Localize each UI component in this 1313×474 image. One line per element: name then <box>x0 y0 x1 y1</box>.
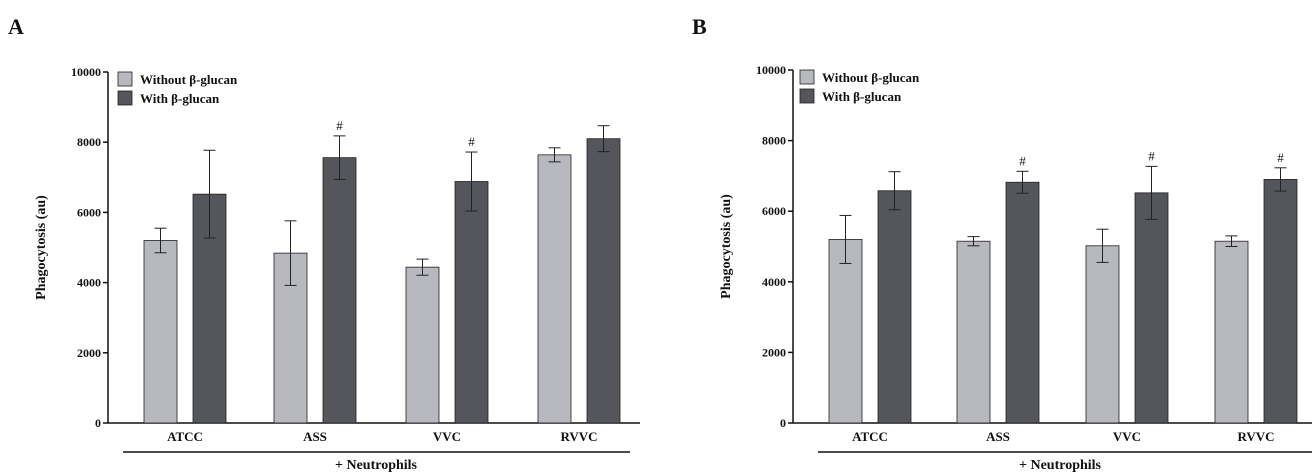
y-tick-label: 2000 <box>77 346 101 360</box>
bar-with-rvvc <box>586 138 621 424</box>
x-tick-label: VVC <box>1113 429 1141 444</box>
y-tick-label: 6000 <box>762 204 786 218</box>
y-tick-label: 8000 <box>762 134 786 148</box>
y-tick-label: 0 <box>780 416 786 430</box>
legend-swatch-with <box>799 88 815 104</box>
x-tick-label: ASS <box>986 429 1010 444</box>
bar-with-vvc <box>1134 192 1169 424</box>
group-label: + Neutrophils <box>335 458 418 473</box>
significance-mark: # <box>1148 148 1155 163</box>
x-tick-label: VVC <box>433 429 461 444</box>
bar-with-ass <box>322 157 357 424</box>
y-tick-label: 4000 <box>77 276 101 290</box>
significance-mark: # <box>336 118 343 133</box>
legend-label-with: With β-glucan <box>822 89 902 104</box>
y-tick-label: 2000 <box>762 345 786 359</box>
chart-panel-a: A 0 2000 4000 6000 8000 10000 Phagocytosis (au)… <box>8 14 640 473</box>
significance-mark: # <box>468 134 475 149</box>
bar-without-atcc <box>828 239 863 424</box>
x-tick-label: ATCC <box>167 429 203 444</box>
legend-label-without: Without β-glucan <box>822 70 920 85</box>
legend-label-with: With β-glucan <box>140 91 220 106</box>
y-tick-label: 4000 <box>762 275 786 289</box>
y-axis-title: Phagocytosis (au) <box>34 195 49 300</box>
legend: Without β-glucan With β-glucan <box>117 71 238 106</box>
legend: Without β-glucan With β-glucan <box>799 69 920 104</box>
bar-with-rvvc <box>1263 179 1298 424</box>
x-tick-label: ASS <box>303 429 327 444</box>
significance-mark: # <box>1019 153 1026 168</box>
bar-without-ass <box>956 240 991 424</box>
significance-mark: # <box>1277 150 1284 165</box>
panel-label: B <box>692 14 707 39</box>
panel-label: A <box>8 14 24 39</box>
y-tick-label: 10000 <box>756 63 786 77</box>
legend-swatch-without <box>799 69 815 85</box>
x-tick-label: RVVC <box>1237 429 1274 444</box>
bar-without-rvvc <box>537 154 572 424</box>
group-label: + Neutrophils <box>1019 458 1102 473</box>
bar-without-vvc <box>1085 245 1120 424</box>
bar-without-atcc <box>143 240 178 424</box>
chart-panel-b: B 0 2000 4000 6000 8000 10000 Phagocytosis (au)… <box>692 14 1312 473</box>
bar-without-rvvc <box>1214 240 1249 424</box>
legend-label-without: Without β-glucan <box>140 72 238 87</box>
y-tick-label: 0 <box>95 416 101 430</box>
y-tick-label: 8000 <box>77 135 101 149</box>
x-tick-label: ATCC <box>852 429 888 444</box>
bar-with-atcc <box>877 190 912 424</box>
legend-swatch-with <box>117 90 133 106</box>
bar-with-ass <box>1005 181 1040 424</box>
y-tick-label: 10000 <box>71 65 101 79</box>
y-tick-label: 6000 <box>77 205 101 219</box>
y-axis-title: Phagocytosis (au) <box>719 194 734 299</box>
x-tick-label: RVVC <box>560 429 597 444</box>
bar-with-vvc <box>454 181 489 424</box>
bar-without-vvc <box>405 266 440 424</box>
legend-swatch-without <box>117 71 133 87</box>
